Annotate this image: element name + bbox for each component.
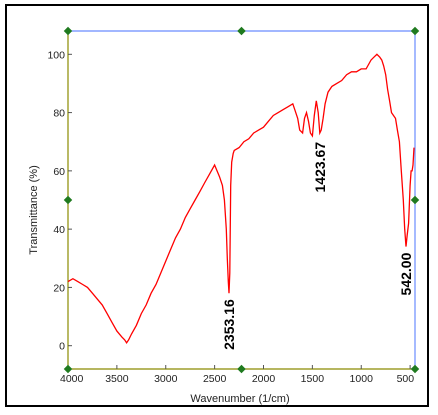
resize-handle [410,26,420,36]
resize-handle [237,26,246,36]
resize-handle [63,364,73,374]
transmittance-line [67,53,415,344]
resize-handle [63,195,73,205]
x-tick-label: 2000 [252,373,276,385]
x-axis-title: Wavenumber (1/cm) [190,393,289,405]
y-tick-label: 80 [53,108,65,120]
y-tick-label: 0 [59,341,65,353]
plot-area-frame [67,30,416,370]
y-tick-label: 40 [53,224,65,236]
peak-label: 542.00 [398,252,414,295]
x-tick-label: 1000 [350,373,374,385]
resize-handle [410,364,420,374]
x-tick-label: 2500 [203,373,227,385]
x-tick-label: 4000 [60,373,84,385]
resize-handle [63,26,73,36]
y-axis-ticks: 0 20 40 60 80 100 [47,49,72,353]
resize-handle [237,364,246,374]
x-tick-label: 3000 [154,373,178,385]
resize-handle [410,195,420,205]
y-tick-label: 60 [53,166,65,178]
resize-handles [63,26,420,374]
peak-annotations: 2353.16 1423.67 542.00 [221,142,414,350]
peak-label: 2353.16 [221,299,237,350]
y-axis-title: Transmittance (%) [28,165,40,254]
y-tick-label: 20 [53,282,65,294]
x-tick-label: 3500 [105,373,129,385]
peak-label: 1423.67 [312,142,328,193]
x-tick-label: 500 [397,373,415,385]
x-tick-label: 1500 [301,373,325,385]
x-axis-ticks: 4000 3500 3000 2500 2000 1500 1000 500 [60,365,414,385]
y-tick-label: 100 [47,49,65,61]
